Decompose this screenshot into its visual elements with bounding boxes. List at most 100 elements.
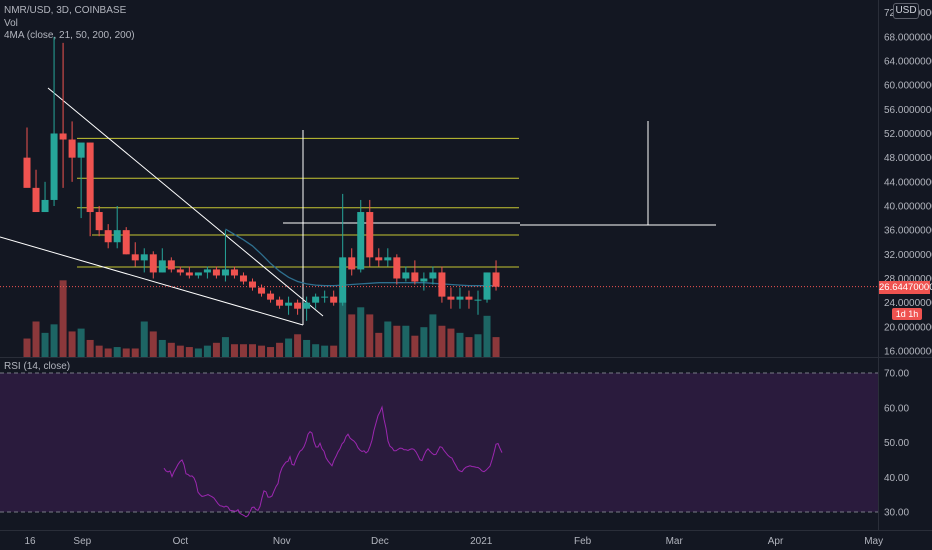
candle-body: [167, 260, 175, 270]
candle-body: [59, 133, 67, 140]
candle: [122, 227, 130, 255]
volume-bar: [176, 345, 184, 357]
candle: [104, 224, 112, 249]
candle: [429, 266, 437, 285]
price-tick-label: 68.00000000: [884, 32, 932, 43]
ma-line: [225, 228, 496, 287]
candle-body: [411, 272, 419, 282]
candle-body: [140, 254, 148, 261]
price-tick-label: 24.00000000: [884, 298, 932, 309]
candle: [447, 287, 455, 309]
volume-bar: [438, 325, 446, 357]
trend-line: [47, 87, 324, 317]
candle-body: [122, 230, 130, 255]
time-tick-label: Oct: [173, 536, 189, 547]
time-tick-label: Apr: [768, 536, 784, 547]
rsi-tick-label: 60.00: [884, 403, 909, 414]
price-tick-label: 64.00000000: [884, 56, 932, 67]
volume-bar: [339, 300, 347, 357]
candle-body: [221, 269, 229, 276]
volume-bar: [393, 325, 401, 357]
volume-bar: [375, 332, 383, 357]
countdown-tag: 1d 1h: [892, 308, 922, 320]
candle: [239, 272, 247, 285]
time-tick-label: Nov: [273, 536, 291, 547]
symbol-title: NMR/USD, 3D, COINBASE: [4, 5, 127, 16]
candle: [203, 266, 211, 279]
volume-bar: [86, 339, 94, 357]
candle: [50, 36, 58, 206]
rsi-tick-label: 30.00: [884, 508, 909, 519]
candle-body: [339, 257, 347, 303]
candle-body: [492, 272, 500, 287]
candle: [303, 296, 311, 321]
candle: [492, 260, 500, 291]
volume-bar: [131, 348, 139, 357]
volume-bar: [212, 342, 220, 357]
candle: [438, 266, 446, 303]
candle: [149, 251, 157, 279]
volume-bar: [203, 345, 211, 357]
candle-body: [285, 302, 293, 306]
candle: [59, 42, 67, 188]
price-axis: 16.00000000 20.00000000 24.00000000 28.0000…: [884, 8, 932, 357]
candle: [212, 266, 220, 279]
currency-button[interactable]: USD: [893, 3, 919, 19]
candle-body: [77, 142, 85, 158]
candle-body: [239, 275, 247, 282]
volume-bar: [23, 338, 31, 357]
candle-body: [357, 212, 365, 270]
candle-body: [438, 272, 446, 297]
volume-bar: [420, 327, 428, 357]
candle: [330, 290, 338, 306]
candle-body: [276, 299, 284, 306]
candle: [158, 248, 166, 273]
candle-body: [185, 272, 193, 276]
candle: [185, 266, 193, 279]
candle: [384, 248, 392, 267]
time-tick-label: May: [864, 536, 883, 547]
volume-bar: [185, 347, 193, 357]
candle-body: [393, 257, 401, 279]
volume-bar: [113, 347, 121, 357]
volume-bar: [330, 345, 338, 357]
candle: [474, 290, 482, 315]
candle: [393, 254, 401, 285]
candle-body: [50, 133, 58, 200]
candles: [23, 36, 500, 321]
volume-bar: [411, 335, 419, 357]
volume-bar: [122, 348, 130, 357]
volume-bar: [312, 344, 320, 357]
price-tick-label: 32.00000000: [884, 250, 932, 261]
volume-bar: [140, 321, 148, 357]
price-tick-label: 44.00000000: [884, 177, 932, 188]
candle: [194, 272, 202, 279]
candle: [276, 296, 284, 309]
volume-bar: [267, 347, 275, 357]
volume-bar: [50, 324, 58, 357]
candle-body: [249, 281, 256, 288]
candle-body: [447, 296, 455, 300]
candle-body: [32, 187, 40, 213]
rsi-axis: 30.00 40.00 50.00 60.00 70.00: [884, 369, 909, 519]
volume-bar: [483, 315, 491, 357]
candle: [176, 266, 184, 276]
time-tick-label: Feb: [574, 536, 592, 547]
time-tick-label: 2021: [470, 536, 493, 547]
candle-body: [375, 257, 383, 261]
candle: [483, 272, 491, 303]
rsi-tick-label: 50.00: [884, 438, 909, 449]
candle: [77, 142, 85, 219]
candle: [167, 257, 175, 273]
price-tick-label: 48.00000000: [884, 153, 932, 164]
time-axis: 16 Sep Oct Nov Dec 2021 Feb Mar Apr May: [24, 536, 883, 547]
candle-body: [194, 272, 202, 276]
candle: [294, 299, 302, 315]
candle-body: [113, 230, 121, 243]
time-tick-label: Sep: [73, 536, 91, 547]
volume-bar: [357, 307, 365, 357]
candle-body: [321, 296, 329, 298]
volume-bar: [321, 345, 329, 357]
candle-body: [312, 296, 320, 303]
